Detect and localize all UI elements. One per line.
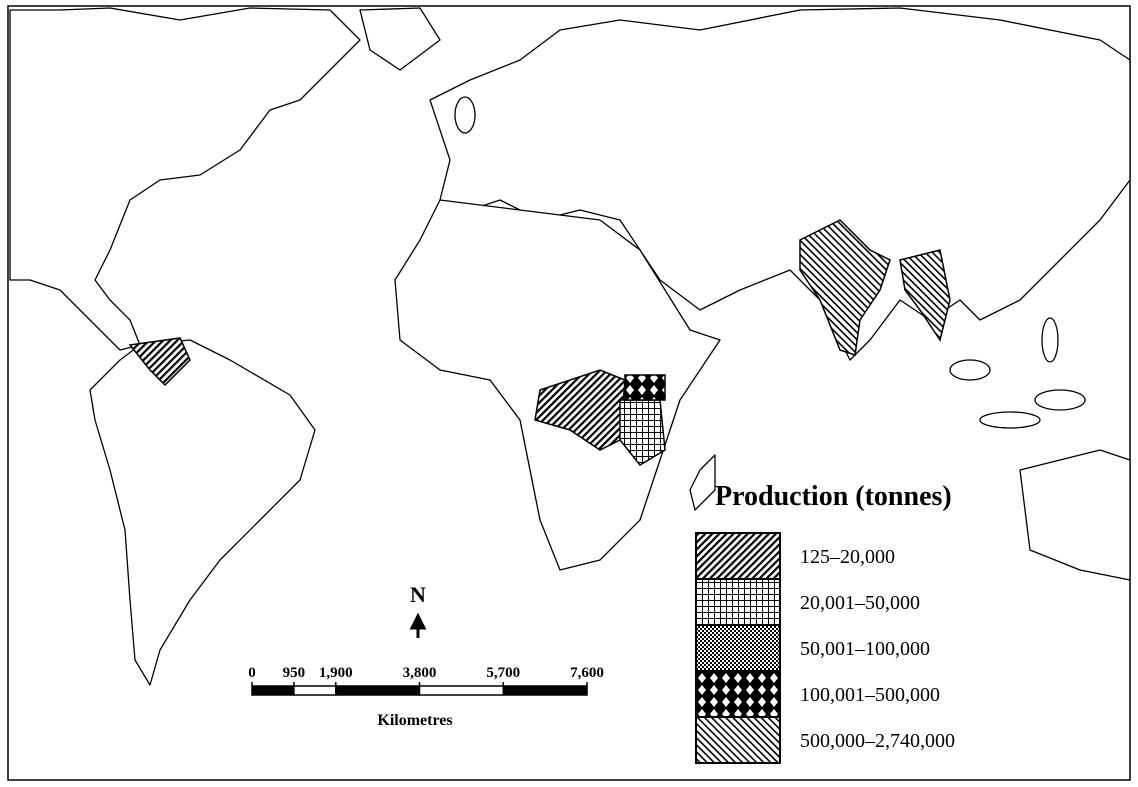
- legend-swatch: [695, 532, 781, 580]
- myanmar: [899, 249, 951, 342]
- india: [799, 219, 891, 356]
- uganda-kenya: [624, 374, 666, 401]
- island: [1041, 317, 1059, 363]
- legend-label: 125–20,000: [800, 546, 895, 568]
- madagascar: [689, 454, 716, 511]
- scale-segment: [502, 685, 588, 696]
- scale-segment: [418, 685, 504, 696]
- scale-tick-label: 5,700: [486, 665, 520, 681]
- south-america: [89, 339, 316, 686]
- australia: [1019, 449, 1131, 581]
- island: [454, 96, 476, 134]
- north-label: N: [410, 582, 426, 607]
- scale-tick-label: 0: [248, 665, 256, 681]
- greenland: [359, 7, 441, 71]
- north-arrow: [409, 612, 427, 638]
- dr-congo: [534, 369, 626, 451]
- north-america: [9, 7, 361, 351]
- legend-label: 50,001–100,000: [800, 638, 930, 660]
- scale-segment: [293, 685, 337, 696]
- scale-tick-label: 7,600: [570, 665, 604, 681]
- legend-label: 100,001–500,000: [800, 684, 940, 706]
- legend: 125–20,000 20,001–50,000 50,001–100,000 100…: [695, 532, 955, 764]
- scale-tick-label: 3,800: [403, 665, 437, 681]
- scale-tick-label: 950: [283, 665, 306, 681]
- legend-swatch: [695, 578, 781, 626]
- producing-countries: [128, 219, 951, 466]
- legend-title: Production (tonnes): [715, 481, 952, 512]
- scale-segment: [335, 685, 421, 696]
- legend-label: 500,000–2,740,000: [800, 730, 955, 752]
- venezuela: [128, 337, 191, 387]
- legend-label: 20,001–50,000: [800, 592, 920, 614]
- scale-bar: 0 950 1,900 3,800 5,700 7,600: [248, 665, 604, 696]
- scale-tick-label: 1,900: [319, 665, 353, 681]
- legend-swatch: [695, 624, 781, 672]
- island: [979, 411, 1041, 429]
- scale-segment: [251, 685, 295, 696]
- island: [1034, 389, 1086, 411]
- legend-swatch: [695, 670, 781, 718]
- island: [949, 359, 991, 381]
- scale-unit: Kilometres: [377, 712, 452, 729]
- legend-swatch: [695, 716, 781, 764]
